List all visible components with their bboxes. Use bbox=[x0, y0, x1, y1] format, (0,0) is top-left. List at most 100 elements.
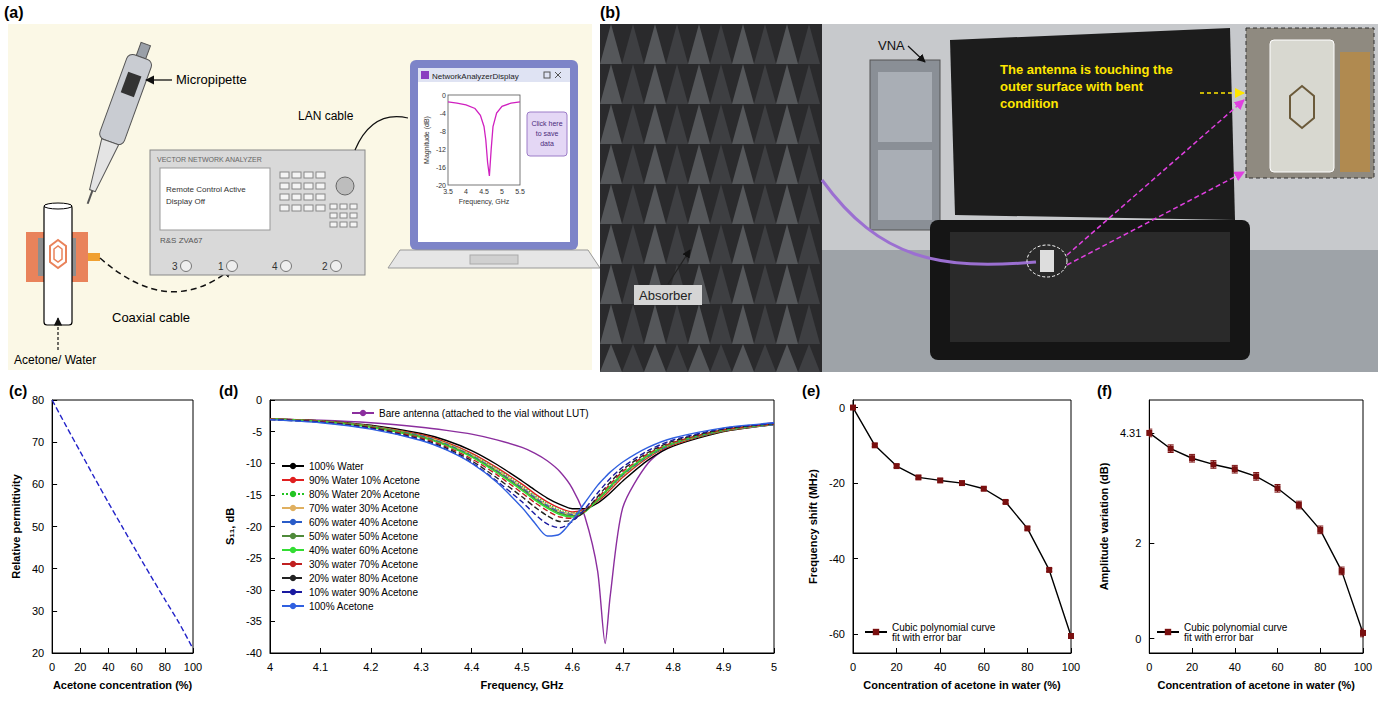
svg-text:50: 50 bbox=[32, 521, 44, 533]
svg-text:5: 5 bbox=[500, 188, 504, 195]
svg-text:-10: -10 bbox=[246, 457, 262, 469]
svg-text:20% water 80% Acetone: 20% water 80% Acetone bbox=[309, 573, 418, 584]
svg-text:4.31: 4.31 bbox=[1120, 427, 1141, 439]
svg-text:40: 40 bbox=[934, 661, 946, 673]
svg-text:60: 60 bbox=[978, 661, 990, 673]
svg-text:(e): (e) bbox=[802, 382, 820, 399]
svg-text:Bare antenna (attached to the: Bare antenna (attached to the vial witho… bbox=[379, 408, 589, 419]
svg-text:100% Water: 100% Water bbox=[309, 461, 364, 472]
svg-text:4.8: 4.8 bbox=[666, 661, 681, 673]
svg-text:Relative permittivity: Relative permittivity bbox=[10, 473, 22, 578]
svg-text:R&S ZVA67: R&S ZVA67 bbox=[160, 236, 203, 245]
svg-text:(d): (d) bbox=[219, 382, 238, 399]
svg-text:-20: -20 bbox=[246, 521, 262, 533]
svg-text:fit with error bar: fit with error bar bbox=[1184, 632, 1254, 643]
svg-text:1: 1 bbox=[218, 261, 224, 272]
svg-text:-15: -15 bbox=[246, 489, 262, 501]
svg-text:40: 40 bbox=[32, 563, 44, 575]
svg-text:Concentration of acetone in wa: Concentration of acetone in water (%) bbox=[1157, 679, 1355, 691]
svg-text:4.5: 4.5 bbox=[514, 661, 529, 673]
svg-text:20: 20 bbox=[890, 661, 902, 673]
svg-text:4: 4 bbox=[267, 661, 273, 673]
svg-text:4: 4 bbox=[464, 188, 468, 195]
svg-text:Frequency shift (MHz): Frequency shift (MHz) bbox=[807, 469, 819, 584]
svg-text:to save: to save bbox=[536, 130, 559, 137]
svg-text:Click here: Click here bbox=[531, 120, 562, 127]
svg-text:Acetone/ Water: Acetone/ Water bbox=[14, 353, 96, 367]
svg-text:-8: -8 bbox=[440, 128, 446, 135]
svg-text:70: 70 bbox=[32, 436, 44, 448]
svg-text:80: 80 bbox=[159, 661, 171, 673]
svg-text:30: 30 bbox=[32, 605, 44, 617]
svg-text:(c): (c) bbox=[9, 382, 27, 399]
svg-text:4: 4 bbox=[272, 261, 278, 272]
svg-text:20: 20 bbox=[1186, 661, 1198, 673]
svg-text:2: 2 bbox=[1135, 537, 1141, 549]
svg-text:0: 0 bbox=[839, 402, 845, 414]
svg-text:Acetone concentration (%): Acetone concentration (%) bbox=[53, 679, 193, 691]
svg-text:Coaxial cable: Coaxial cable bbox=[112, 310, 190, 325]
svg-text:0: 0 bbox=[49, 661, 55, 673]
svg-text:outer surface with bent: outer surface with bent bbox=[1000, 79, 1144, 94]
svg-text:50% water 50% Acetone: 50% water 50% Acetone bbox=[309, 531, 418, 542]
svg-text:80: 80 bbox=[32, 394, 44, 406]
svg-text:80: 80 bbox=[1314, 661, 1326, 673]
svg-text:Display Off: Display Off bbox=[166, 197, 206, 206]
svg-text:Remote Control Active: Remote Control Active bbox=[166, 185, 246, 194]
svg-text:4.6: 4.6 bbox=[565, 661, 580, 673]
svg-text:Amplitude variation (dB): Amplitude variation (dB) bbox=[1098, 462, 1110, 590]
svg-text:-35: -35 bbox=[246, 615, 262, 627]
svg-text:(a): (a) bbox=[4, 4, 24, 21]
svg-text:40: 40 bbox=[102, 661, 114, 673]
svg-text:-30: -30 bbox=[246, 584, 262, 596]
svg-text:0: 0 bbox=[1135, 633, 1141, 645]
svg-text:Frequency, GHz: Frequency, GHz bbox=[459, 198, 510, 206]
svg-text:-12: -12 bbox=[436, 146, 446, 153]
svg-text:40: 40 bbox=[1229, 661, 1241, 673]
svg-text:VNA: VNA bbox=[878, 38, 905, 53]
svg-text:4.3: 4.3 bbox=[414, 661, 429, 673]
svg-text:-5: -5 bbox=[252, 426, 262, 438]
svg-text:-4: -4 bbox=[440, 110, 446, 117]
svg-text:(b): (b) bbox=[600, 4, 620, 21]
svg-text:20: 20 bbox=[32, 647, 44, 659]
svg-text:-60: -60 bbox=[829, 628, 845, 640]
svg-text:LAN cable: LAN cable bbox=[298, 109, 354, 123]
svg-text:-25: -25 bbox=[246, 552, 262, 564]
svg-text:4.1: 4.1 bbox=[313, 661, 328, 673]
svg-text:20: 20 bbox=[74, 661, 86, 673]
svg-text:100: 100 bbox=[184, 661, 202, 673]
svg-text:Frequency, GHz: Frequency, GHz bbox=[481, 679, 564, 691]
svg-text:S₁₁, dB: S₁₁, dB bbox=[224, 508, 236, 545]
svg-text:4.9: 4.9 bbox=[716, 661, 731, 673]
svg-text:-40: -40 bbox=[246, 647, 262, 659]
svg-text:The antenna is touching the: The antenna is touching the bbox=[1000, 62, 1173, 77]
svg-text:4.7: 4.7 bbox=[615, 661, 630, 673]
svg-text:(f): (f) bbox=[1097, 382, 1112, 399]
svg-text:condition: condition bbox=[1000, 96, 1059, 111]
svg-text:NetworkAnalyzerDisplay: NetworkAnalyzerDisplay bbox=[432, 72, 519, 81]
svg-text:Micropipette: Micropipette bbox=[176, 72, 247, 87]
svg-text:0: 0 bbox=[850, 661, 856, 673]
svg-text:70% water 30% Acetone: 70% water 30% Acetone bbox=[309, 503, 418, 514]
svg-text:100% Acetone: 100% Acetone bbox=[309, 601, 374, 612]
svg-text:5.5: 5.5 bbox=[515, 188, 525, 195]
svg-text:data: data bbox=[540, 140, 554, 147]
svg-text:4.4: 4.4 bbox=[464, 661, 479, 673]
svg-text:60% water 40% Acetone: 60% water 40% Acetone bbox=[309, 517, 418, 528]
svg-text:2: 2 bbox=[322, 261, 328, 272]
svg-text:-40: -40 bbox=[829, 553, 845, 565]
svg-text:fit with error bar: fit with error bar bbox=[892, 632, 962, 643]
svg-text:VECTOR NETWORK ANALYZER: VECTOR NETWORK ANALYZER bbox=[157, 156, 262, 163]
svg-text:-20: -20 bbox=[829, 477, 845, 489]
svg-text:100: 100 bbox=[1354, 661, 1372, 673]
svg-text:3.5: 3.5 bbox=[443, 188, 453, 195]
svg-text:30% water 70% Acetone: 30% water 70% Acetone bbox=[309, 559, 418, 570]
svg-text:4.5: 4.5 bbox=[479, 188, 489, 195]
svg-text:3: 3 bbox=[172, 261, 178, 272]
svg-text:0: 0 bbox=[442, 92, 446, 99]
svg-text:40% water 60% Acetone: 40% water 60% Acetone bbox=[309, 545, 418, 556]
svg-text:80: 80 bbox=[1021, 661, 1033, 673]
svg-text:-16: -16 bbox=[436, 164, 446, 171]
svg-text:5: 5 bbox=[771, 661, 777, 673]
